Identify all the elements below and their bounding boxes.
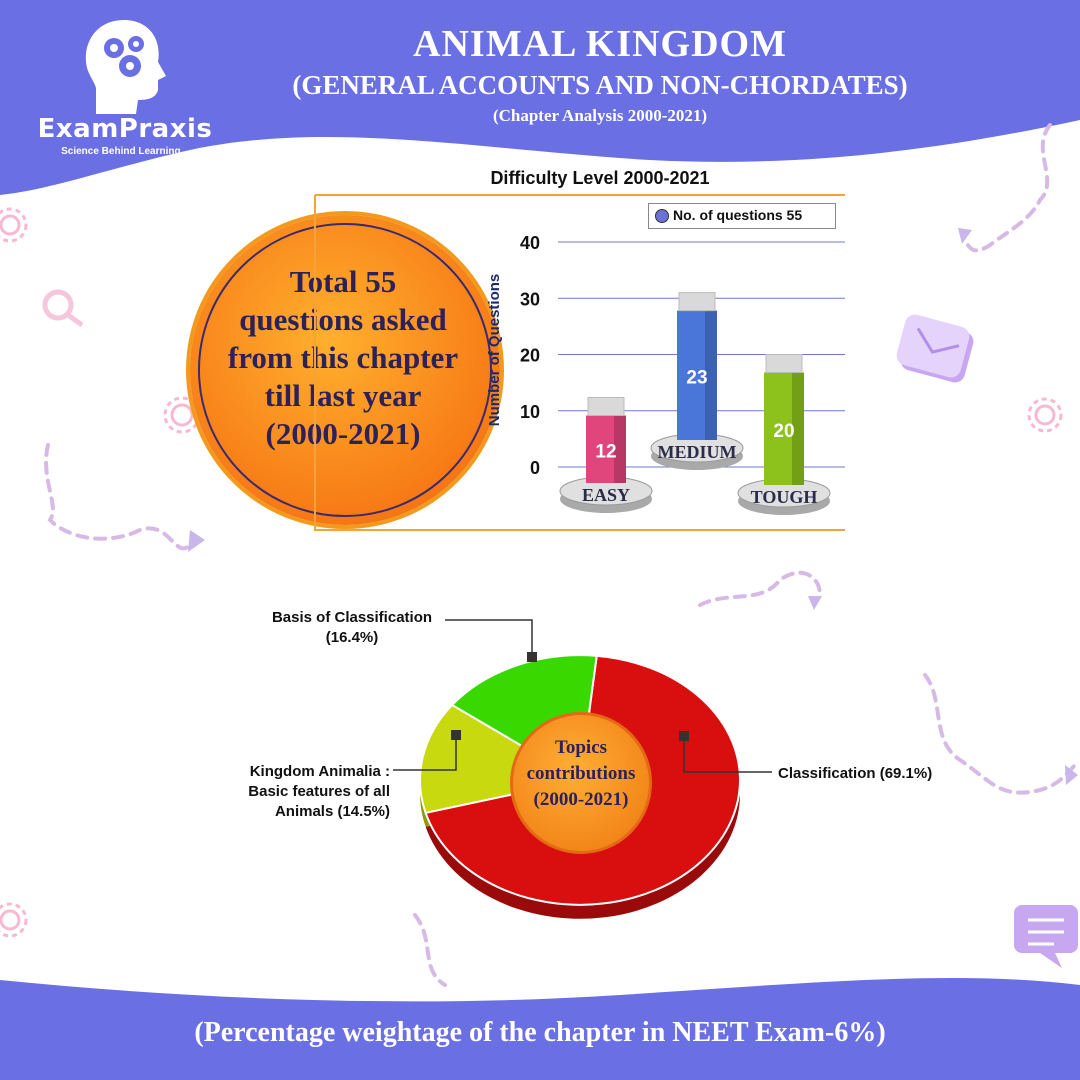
bar-value-label: 20 <box>773 421 794 442</box>
pie-center-text: Topics contributions (2000-2021) <box>513 735 649 813</box>
brand-logo: ExamPraxis Science Behind Learning... <box>30 18 220 168</box>
header-band <box>0 0 1080 195</box>
brain-gears-icon <box>85 20 166 114</box>
pie-label-classification: Classification (69.1%) <box>778 765 933 782</box>
summary-circle: Total 55 questions asked from this chapt… <box>190 215 500 525</box>
y-tick-label: 30 <box>520 289 540 309</box>
legend-label: No. of questions 55 <box>673 207 803 223</box>
bar-chart: 0 10 20 30 40 EASY 12 MEDIUM 23 TOUGH 20 <box>314 194 845 531</box>
page-title: ANIMAL KINGDOM <box>413 23 787 65</box>
pie-center-line-3: (2000-2021) <box>533 789 629 810</box>
footer-band <box>0 978 1080 1080</box>
legend-marker <box>655 209 669 223</box>
page-subtitle: (GENERAL ACCOUNTS AND NON-CHORDATES) <box>292 70 908 100</box>
y-tick-label: 0 <box>530 458 540 478</box>
bar-cap <box>587 397 625 416</box>
y-tick-label: 10 <box>520 402 540 422</box>
category-label: TOUGH <box>751 487 818 507</box>
summary-line-5: (2000-2021) <box>265 416 421 451</box>
y-tick-label: 40 <box>520 233 540 253</box>
bar-chart-title: Difficulty Level 2000-2021 <box>490 168 710 188</box>
pie-label-kingdom-line-3: Animals (14.5%) <box>274 803 390 820</box>
summary-line-3: from this chapter <box>227 340 459 375</box>
pie-center-line-1: Topics <box>554 737 608 758</box>
summary-text: Total 55 questions asked from this chapt… <box>190 263 496 453</box>
bar-shade <box>614 415 626 483</box>
bar-shade <box>792 372 804 485</box>
brand-name: ExamPraxis <box>37 114 213 144</box>
pie-label-basis-line-1: Basis of Classification <box>271 609 433 626</box>
bar-cap <box>765 354 803 373</box>
brand-tagline: Science Behind Learning... <box>61 146 189 157</box>
footer-text: (Percentage weightage of the chapter in … <box>194 1017 886 1048</box>
bar <box>586 415 626 483</box>
pie-center-circle: Topics contributions (2000-2021) <box>510 712 652 854</box>
bar-shade <box>705 310 717 440</box>
bar-value-label: 23 <box>686 367 707 388</box>
summary-line-4: till last year <box>264 378 422 413</box>
pie-label-kingdom-line-1: Kingdom Animalia : <box>249 763 390 780</box>
bar <box>677 310 717 440</box>
pie-label-basis: Basis of Classification (16.4%) <box>252 608 452 648</box>
summary-line-2: questions asked <box>239 302 447 337</box>
pie-label-basis-line-2: (16.4%) <box>325 629 379 646</box>
category-label: EASY <box>582 485 630 505</box>
page-subsubtitle: (Chapter Analysis 2000-2021) <box>492 106 708 125</box>
bar-chart-legend: No. of questions 55 <box>648 203 836 229</box>
y-tick-label: 20 <box>520 346 540 366</box>
bar-value-label: 12 <box>595 441 616 462</box>
pie-label-kingdom: Kingdom Animalia : Basic features of all… <box>190 762 390 822</box>
bar <box>764 372 804 485</box>
pie-center-line-2: contributions <box>526 763 636 784</box>
category-label: MEDIUM <box>658 442 737 462</box>
pie-label-kingdom-line-2: Basic features of all <box>248 783 390 800</box>
bar-cap <box>678 292 716 312</box>
summary-circle-ring <box>198 223 492 517</box>
summary-line-1: Total 55 <box>289 264 397 299</box>
